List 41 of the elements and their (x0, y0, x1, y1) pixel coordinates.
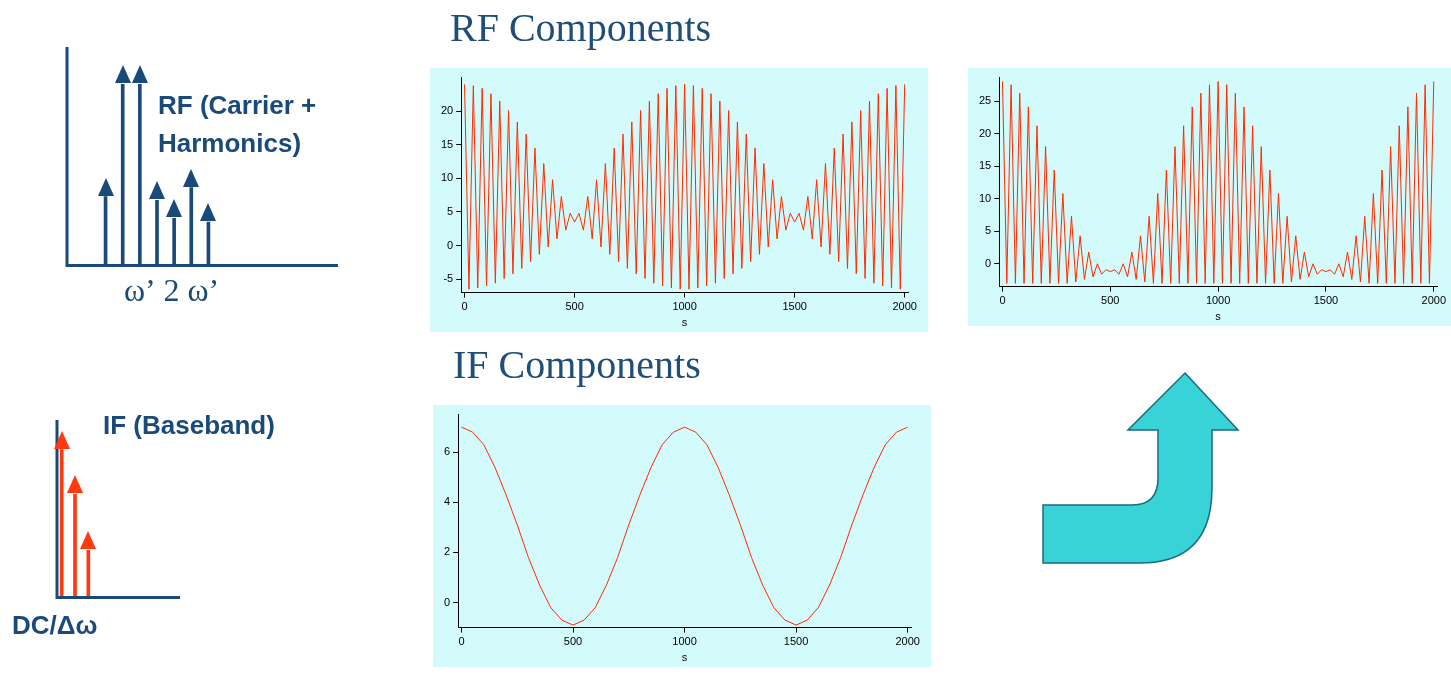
y-tick-label: 10 (440, 171, 454, 184)
y-tick-label: 15 (978, 159, 992, 172)
x-tick-label: 1000 (1205, 294, 1231, 307)
chart-title: RF Components (450, 4, 712, 51)
y-tick-label: 4 (443, 495, 451, 508)
x-tick-label: 1500 (782, 300, 807, 313)
x-tick-label: 1000 (672, 635, 697, 648)
y-tick-label: 0 (443, 595, 451, 608)
x-tick-label: 500 (565, 300, 584, 313)
y-tick-label: 20 (978, 126, 992, 139)
annotation: RF (Carrier + Harmonics) (158, 89, 318, 160)
x-axis-title: s (681, 651, 688, 664)
x-tick-label: 2 ω’ (163, 272, 220, 309)
y-tick-label: 25 (978, 94, 992, 107)
y-tick-label: 5 (447, 205, 454, 218)
y-tick-label: 15 (440, 137, 454, 150)
x-axis-title: s (1215, 310, 1222, 323)
x-tick-label: 2000 (1421, 294, 1447, 307)
y-tick-label: -5 (443, 272, 454, 285)
x-tick-label: 1500 (1313, 294, 1339, 307)
x-tick-label: 0 (458, 635, 465, 648)
y-tick-label: 0 (447, 238, 454, 251)
text: IF (Baseband) (103, 409, 276, 442)
x-tick-label: 1500 (783, 635, 809, 648)
x-tick-label: ω’ (124, 272, 156, 309)
x-tick-label: 0 (461, 300, 468, 313)
x-tick-label: 0 (999, 294, 1006, 307)
chart-title: IF Components (453, 341, 701, 388)
x-axis-title: DC/Δω (12, 609, 98, 642)
x-tick-label: 1000 (672, 300, 697, 313)
y-tick-label: 5 (985, 224, 992, 237)
x-tick-label: 2000 (895, 635, 920, 648)
x-tick-label: 500 (1101, 294, 1120, 307)
x-axis-title: s (681, 316, 688, 329)
y-tick-label: 20 (440, 104, 454, 117)
y-tick-label: 0 (985, 256, 992, 269)
x-tick-label: 500 (563, 635, 583, 648)
x-tick-label: 2000 (892, 300, 917, 313)
y-tick-label: 2 (443, 545, 451, 558)
y-tick-label: 10 (978, 191, 992, 204)
y-tick-label: 6 (443, 445, 451, 458)
